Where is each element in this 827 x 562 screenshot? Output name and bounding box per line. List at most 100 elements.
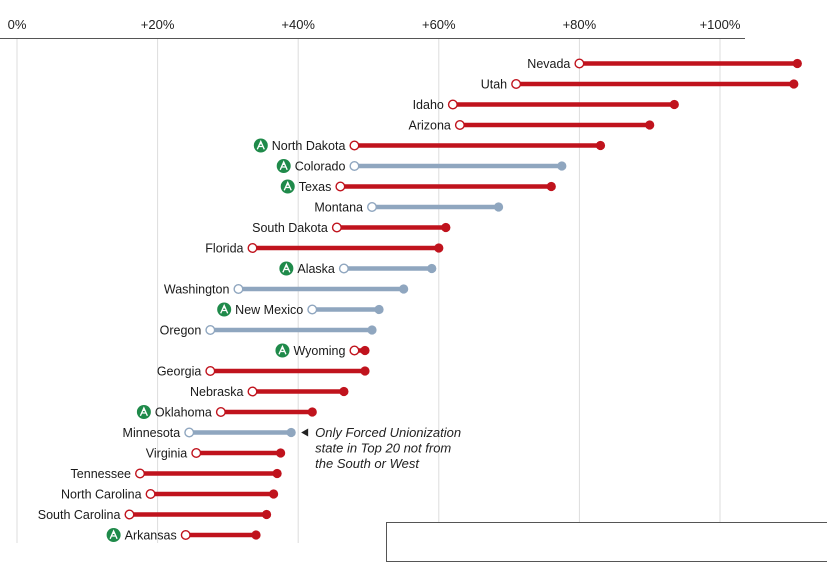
state-label: Utah — [481, 77, 507, 91]
annotation-text: Only Forced Unionization — [315, 425, 461, 440]
x-tick-label: +20% — [141, 17, 175, 32]
annotation-text: state in Top 20 not from — [315, 441, 451, 456]
end-point — [792, 58, 802, 69]
end-point — [360, 366, 370, 376]
start-point — [307, 304, 318, 315]
state-row: New Mexico — [217, 302, 384, 317]
start-point — [184, 427, 195, 438]
start-point — [349, 345, 360, 356]
state-label: Virginia — [146, 446, 188, 460]
oil-derrick-icon — [136, 405, 151, 419]
state-label: Montana — [314, 200, 363, 214]
start-point — [233, 284, 244, 295]
x-tick-label: +60% — [422, 17, 456, 32]
start-point — [247, 386, 258, 397]
note-box — [386, 522, 827, 562]
end-point — [374, 304, 384, 315]
x-tick-label: +40% — [281, 17, 315, 32]
start-point — [338, 263, 349, 274]
start-point — [349, 140, 360, 151]
state-row: Arkansas — [106, 528, 261, 542]
end-point — [789, 79, 799, 89]
state-row: Minnesota — [123, 426, 296, 440]
state-row: Nevada — [527, 57, 802, 71]
state-row: Colorado — [276, 159, 567, 173]
state-label: Washington — [164, 282, 230, 296]
end-point — [261, 509, 272, 520]
state-row: North Carolina — [61, 487, 279, 501]
oil-derrick-icon — [106, 528, 121, 542]
state-label: Georgia — [157, 364, 202, 378]
annotation-pointer — [301, 428, 309, 437]
end-point — [399, 284, 409, 294]
end-point — [251, 530, 261, 540]
state-row: Montana — [314, 200, 504, 214]
state-row: North Dakota — [253, 138, 606, 153]
state-label: Nevada — [527, 57, 570, 71]
state-label: Idaho — [413, 98, 444, 112]
start-point — [180, 530, 191, 541]
end-point — [360, 345, 370, 356]
start-point — [447, 99, 458, 110]
start-point — [574, 58, 585, 69]
oil-derrick-icon — [280, 179, 295, 194]
end-point — [276, 448, 286, 458]
state-label: Alaska — [297, 262, 335, 276]
oil-derrick-icon — [253, 138, 268, 153]
oil-derrick-icon — [275, 343, 290, 358]
state-label: Arkansas — [125, 528, 177, 542]
state-row: Tennessee — [71, 467, 282, 481]
state-label: Colorado — [295, 159, 346, 173]
end-point — [339, 386, 349, 397]
state-label: Oregon — [160, 323, 202, 337]
state-row: Washington — [164, 282, 409, 296]
start-point — [511, 78, 522, 89]
start-point — [191, 448, 202, 459]
end-point — [272, 468, 282, 479]
state-label: North Dakota — [272, 139, 346, 153]
start-point — [367, 201, 378, 212]
end-point — [595, 140, 606, 151]
dumbbell-chart: 0% +20% +40% +60% +80% +100% Nevada Utah Idaho Ar… — [0, 17, 802, 543]
x-tick-label: 0% — [8, 17, 27, 32]
start-point — [145, 489, 156, 500]
start-point — [124, 509, 135, 520]
state-label: Arizona — [408, 118, 450, 132]
end-point — [557, 161, 567, 171]
state-row: Oregon — [160, 323, 377, 337]
start-point — [454, 119, 465, 130]
state-label: Minnesota — [123, 426, 181, 440]
end-point — [307, 407, 317, 417]
end-point — [645, 120, 655, 130]
state-row: Florida — [205, 241, 444, 255]
state-label: Oklahoma — [155, 405, 212, 419]
state-row: Georgia — [157, 364, 370, 378]
state-row: South Dakota — [252, 221, 451, 235]
x-tick-label: +100% — [700, 17, 741, 32]
annotation-text: the South or West — [315, 456, 420, 471]
state-label: Texas — [299, 180, 332, 194]
end-point — [268, 489, 279, 499]
state-label: South Dakota — [252, 221, 328, 235]
state-label: Florida — [205, 241, 243, 255]
end-point — [367, 325, 377, 335]
oil-derrick-icon — [279, 261, 294, 276]
state-label: Nebraska — [190, 385, 244, 399]
state-label: Tennessee — [71, 467, 132, 481]
oil-derrick-icon — [217, 302, 232, 317]
state-row: Alaska — [279, 261, 437, 276]
state-label: New Mexico — [235, 303, 303, 317]
end-point — [286, 427, 296, 438]
start-point — [331, 222, 342, 233]
end-point — [427, 263, 437, 274]
state-row: Wyoming — [275, 343, 370, 358]
state-row: Nebraska — [190, 385, 349, 399]
end-point — [669, 99, 679, 110]
end-point — [493, 202, 504, 212]
start-point — [205, 325, 216, 336]
start-point — [205, 366, 216, 377]
state-row: South Carolina — [38, 508, 272, 522]
start-point — [247, 242, 258, 253]
end-point — [434, 243, 444, 253]
state-label: North Carolina — [61, 487, 142, 501]
